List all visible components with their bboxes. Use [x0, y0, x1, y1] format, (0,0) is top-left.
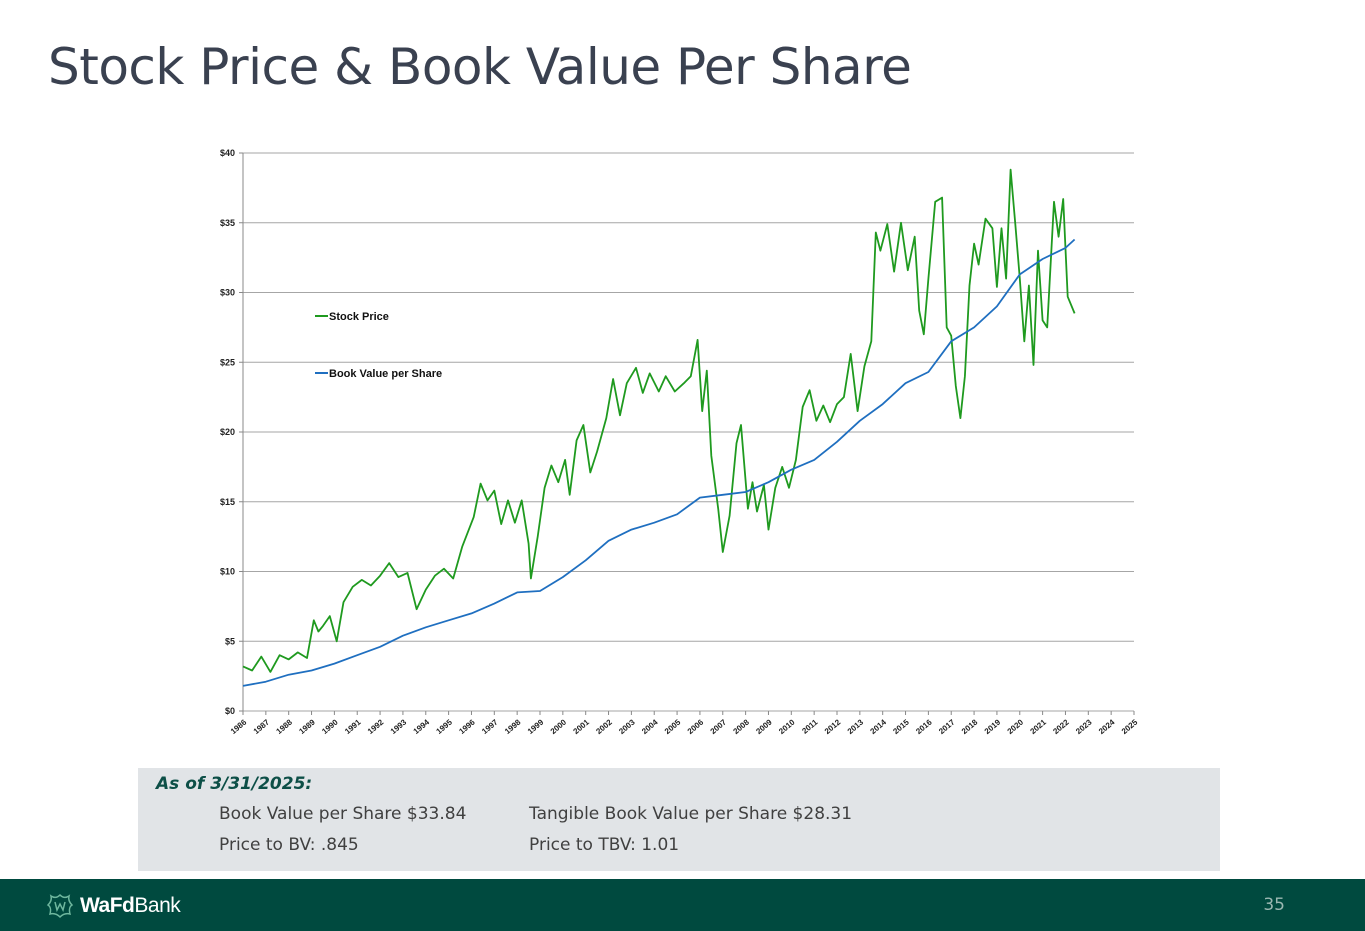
x-tick-label: 2004 [640, 717, 660, 736]
stock-book-chart: $0 $5 $10 $15 $20 $25 $30 $35 $40 1986 1987 1988 198… [220, 148, 1140, 736]
y-tick-label: $15 [220, 497, 235, 507]
summary-heading: As of 3/31/2025: [156, 774, 313, 794]
x-tick-label: 1994 [412, 717, 432, 736]
wafd-emblem-icon [46, 893, 74, 919]
x-tick-label: 2000 [549, 717, 569, 736]
x-tick-label: 1998 [503, 717, 523, 736]
summary-panel: As of 3/31/2025: Book Value per Share $3… [138, 768, 1220, 871]
x-tick-label: 2010 [777, 717, 797, 736]
legend-label: Stock Price [329, 311, 389, 323]
x-tick-label: 2011 [800, 717, 820, 735]
y-tick-label: $5 [225, 636, 235, 646]
book-value-per-share: Book Value per Share $33.84 [219, 804, 467, 824]
x-tick-label: 2007 [709, 717, 729, 736]
x-tick-label: 1990 [320, 717, 340, 736]
y-tick-label: $10 [220, 567, 235, 577]
x-tick-label: 2015 [891, 717, 911, 736]
page-number: 35 [1263, 895, 1285, 915]
x-tick-label: 1999 [526, 717, 546, 736]
y-tick-label: $25 [220, 357, 235, 367]
logo-wordmark-regular: Bank [134, 894, 181, 917]
price-to-bv: Price to BV: .845 [219, 835, 359, 855]
chart-legend: Stock Price Book Value per Share [315, 311, 442, 380]
x-tick-label: 1992 [366, 717, 386, 736]
x-tick-label: 1989 [297, 717, 317, 736]
x-tick-label: 1987 [252, 717, 272, 736]
x-tick-label: 2022 [1051, 717, 1071, 736]
wafd-logo: WaFdBank [46, 891, 181, 921]
x-tick-label: 2023 [1074, 717, 1094, 736]
x-tick-label: 2014 [869, 717, 889, 736]
x-tick-label: 2024 [1097, 717, 1117, 736]
chart-grid [243, 152, 1134, 712]
x-tick-label: 2019 [983, 717, 1003, 736]
x-tick-label: 1997 [480, 717, 500, 736]
logo-wordmark-bold: WaFd [80, 894, 135, 917]
x-tick-label: 2016 [914, 717, 934, 736]
x-tick-label: 2018 [960, 717, 980, 736]
y-tick-label: $30 [220, 288, 235, 298]
x-tick-label: 2005 [663, 717, 683, 736]
x-tick-label: 2002 [594, 717, 614, 736]
x-tick-label: 2009 [754, 717, 774, 736]
x-tick-label: 2008 [731, 717, 751, 736]
x-tick-label: 2003 [617, 717, 637, 736]
x-tick-label: 2013 [846, 717, 866, 736]
legend-label: Book Value per Share [329, 368, 442, 380]
x-tick-label: 1986 [229, 717, 249, 736]
y-tick-label: $35 [220, 218, 235, 228]
footer-bar: WaFdBank 35 [0, 879, 1365, 931]
x-tick-label: 1993 [389, 717, 409, 736]
x-tick-label: 2017 [937, 717, 957, 736]
x-tick-label: 1996 [457, 717, 477, 736]
x-tick-label: 2001 [572, 717, 592, 736]
page-title: Stock Price & Book Value Per Share [48, 38, 912, 96]
y-tick-label: $0 [225, 706, 235, 716]
tangible-book-value-per-share: Tangible Book Value per Share $28.31 [529, 804, 853, 824]
book-value-line [242, 238, 1076, 687]
x-tick-label: 2020 [1006, 717, 1026, 736]
x-tick-label: 2006 [686, 717, 706, 736]
y-tick-label: $40 [220, 148, 235, 158]
chart-series [242, 168, 1076, 687]
x-tick-label: 1995 [434, 717, 454, 736]
x-tick-label: 1991 [343, 717, 363, 736]
x-tick-label: 2021 [1028, 717, 1048, 736]
x-tick-label: 1988 [275, 717, 295, 736]
x-tick-label: 2025 [1120, 717, 1140, 736]
y-tick-label: $20 [220, 427, 235, 437]
stock-price-line [242, 168, 1076, 673]
price-to-tbv: Price to TBV: 1.01 [529, 835, 680, 855]
x-tick-label: 2012 [823, 717, 843, 736]
